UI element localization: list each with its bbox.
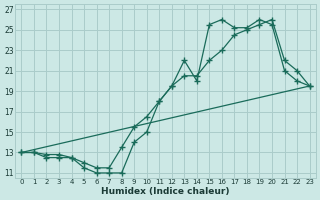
X-axis label: Humidex (Indice chaleur): Humidex (Indice chaleur) <box>101 187 230 196</box>
